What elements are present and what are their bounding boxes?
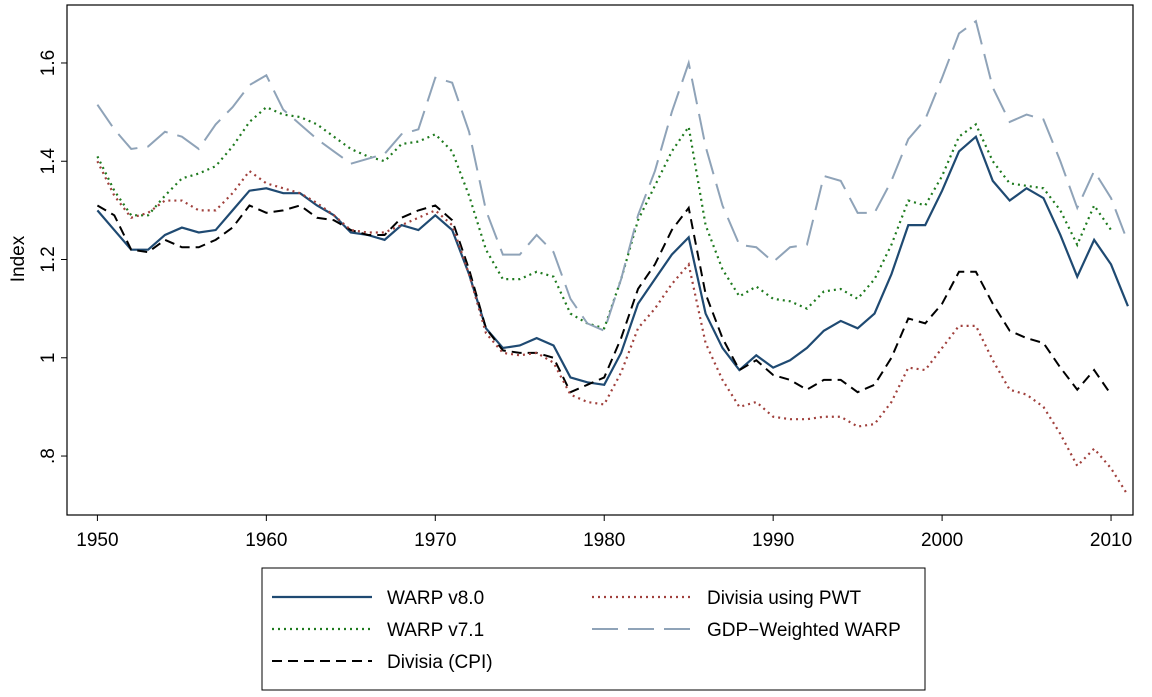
legend-label: GDP−Weighted WARP xyxy=(707,620,901,641)
y-tick-label: 1 xyxy=(38,352,59,363)
series-line xyxy=(96,204,1112,396)
legend-label: WARP v8.0 xyxy=(387,588,484,609)
legend-label: Divisia (CPI) xyxy=(387,652,493,673)
x-tick-label: 1990 xyxy=(752,530,794,551)
x-tick-label: 1950 xyxy=(76,530,118,551)
y-tick-label: 1.6 xyxy=(38,50,59,76)
x-tick-label: 2010 xyxy=(1090,530,1132,551)
x-tick-label: 1970 xyxy=(414,530,456,551)
plot-frame xyxy=(66,4,1134,516)
x-tick-label: 1980 xyxy=(583,530,625,551)
legend-label: Divisia using PWT xyxy=(707,588,862,609)
y-tick-label: .8 xyxy=(38,448,59,464)
series-line xyxy=(96,105,1112,330)
legend-label: WARP v7.1 xyxy=(387,620,484,641)
y-tick-label: 1.2 xyxy=(38,246,59,272)
y-axis-label: Index xyxy=(8,235,29,282)
series-line xyxy=(96,160,1129,496)
series-line xyxy=(96,134,1129,387)
series-line xyxy=(96,19,1129,333)
x-tick-label: 2000 xyxy=(921,530,963,551)
x-tick-label: 1960 xyxy=(245,530,287,551)
y-tick-label: 1.4 xyxy=(38,148,59,175)
